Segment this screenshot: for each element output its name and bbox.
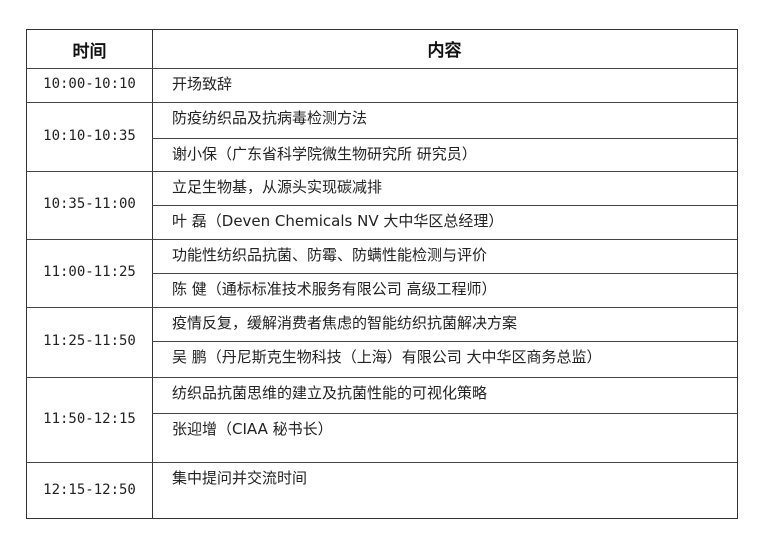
- speaker-cell: 叶 磊（Deven Chemicals NV 大中华区总经理）: [172, 212, 504, 230]
- speaker-cell: 吴 鹏（丹尼斯克生物科技（上海）有限公司 大中华区商务总监）: [172, 348, 602, 366]
- topic-cell: 集中提问并交流时间: [172, 469, 308, 487]
- row-divider: [27, 102, 737, 103]
- topic-cell: 防疫纺织品及抗病毒检测方法: [172, 109, 368, 127]
- header-content: 内容: [427, 41, 462, 61]
- row-divider: [27, 239, 737, 240]
- row-divider: [27, 377, 737, 378]
- schedule-table: 时间 内容 10:00-10:10 开场致辞 10:10-10:35 防疫纺织品及抗病…: [26, 29, 738, 519]
- topic-cell: 开场致辞: [172, 75, 233, 93]
- speaker-cell: 谢小保（广东省科学院微生物研究所 研究员）: [172, 145, 477, 163]
- row-divider: [152, 341, 737, 342]
- column-divider: [152, 30, 153, 518]
- time-cell: 11:50-12:15: [43, 410, 136, 427]
- topic-cell: 疫情反复，缓解消费者焦虑的智能纺织抗菌解决方案: [172, 314, 518, 332]
- row-divider: [152, 273, 737, 274]
- row-divider: [152, 138, 737, 139]
- time-cell: 10:00-10:10: [43, 76, 136, 92]
- row-divider: [27, 68, 737, 69]
- time-cell: 11:00-11:25: [43, 264, 136, 280]
- topic-cell: 纺织品抗菌思维的建立及抗菌性能的可视化策略: [172, 384, 488, 402]
- topic-cell: 立足生物基，从源头实现碳减排: [172, 178, 383, 196]
- speaker-cell: 张迎增（CIAA 秘书长）: [172, 420, 333, 438]
- topic-cell: 功能性纺织品抗菌、防霉、防螨性能检测与评价: [172, 246, 488, 264]
- row-divider: [27, 171, 737, 172]
- row-divider: [152, 413, 737, 414]
- time-cell: 12:15-12:50: [43, 482, 136, 498]
- row-divider: [27, 462, 737, 463]
- header-time: 时间: [72, 42, 107, 62]
- time-cell: 10:10-10:35: [43, 127, 136, 144]
- row-divider: [27, 307, 737, 308]
- speaker-cell: 陈 健（通标标准技术服务有限公司 高级工程师）: [172, 280, 497, 298]
- time-cell: 11:25-11:50: [43, 333, 136, 349]
- time-cell: 10:35-11:00: [43, 196, 136, 212]
- row-divider: [152, 205, 737, 206]
